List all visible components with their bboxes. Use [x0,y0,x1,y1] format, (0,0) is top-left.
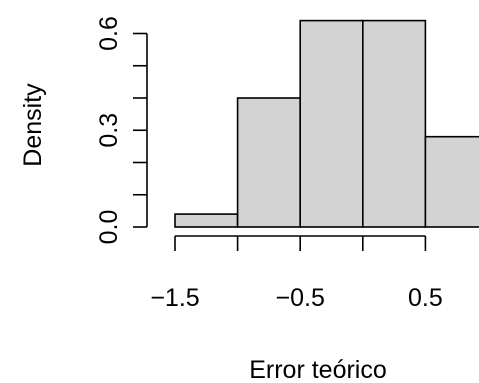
y-tick-label: 0.0 [95,210,123,245]
x-tick-label: −0.5 [276,284,325,312]
x-tick-label: −1.5 [150,284,199,312]
x-axis: −1.5 −0.5 0.5 [150,235,443,312]
histogram-bar-4 [361,19,427,228]
x-tick-label: 0.5 [408,284,443,312]
y-tick-label: 0.6 [95,16,123,51]
histogram-bar-3 [299,19,364,228]
x-axis-label: Error teórico [249,356,387,383]
y-axis: 0.0 0.3 0.6 [95,16,148,245]
histogram-bar-1 [174,213,239,228]
y-tick-label: 0.3 [95,113,123,148]
histogram-bar-2 [236,97,302,228]
histogram-bars [174,19,479,228]
histogram-bar-5 [424,135,479,228]
y-axis-label: Density [19,83,47,167]
